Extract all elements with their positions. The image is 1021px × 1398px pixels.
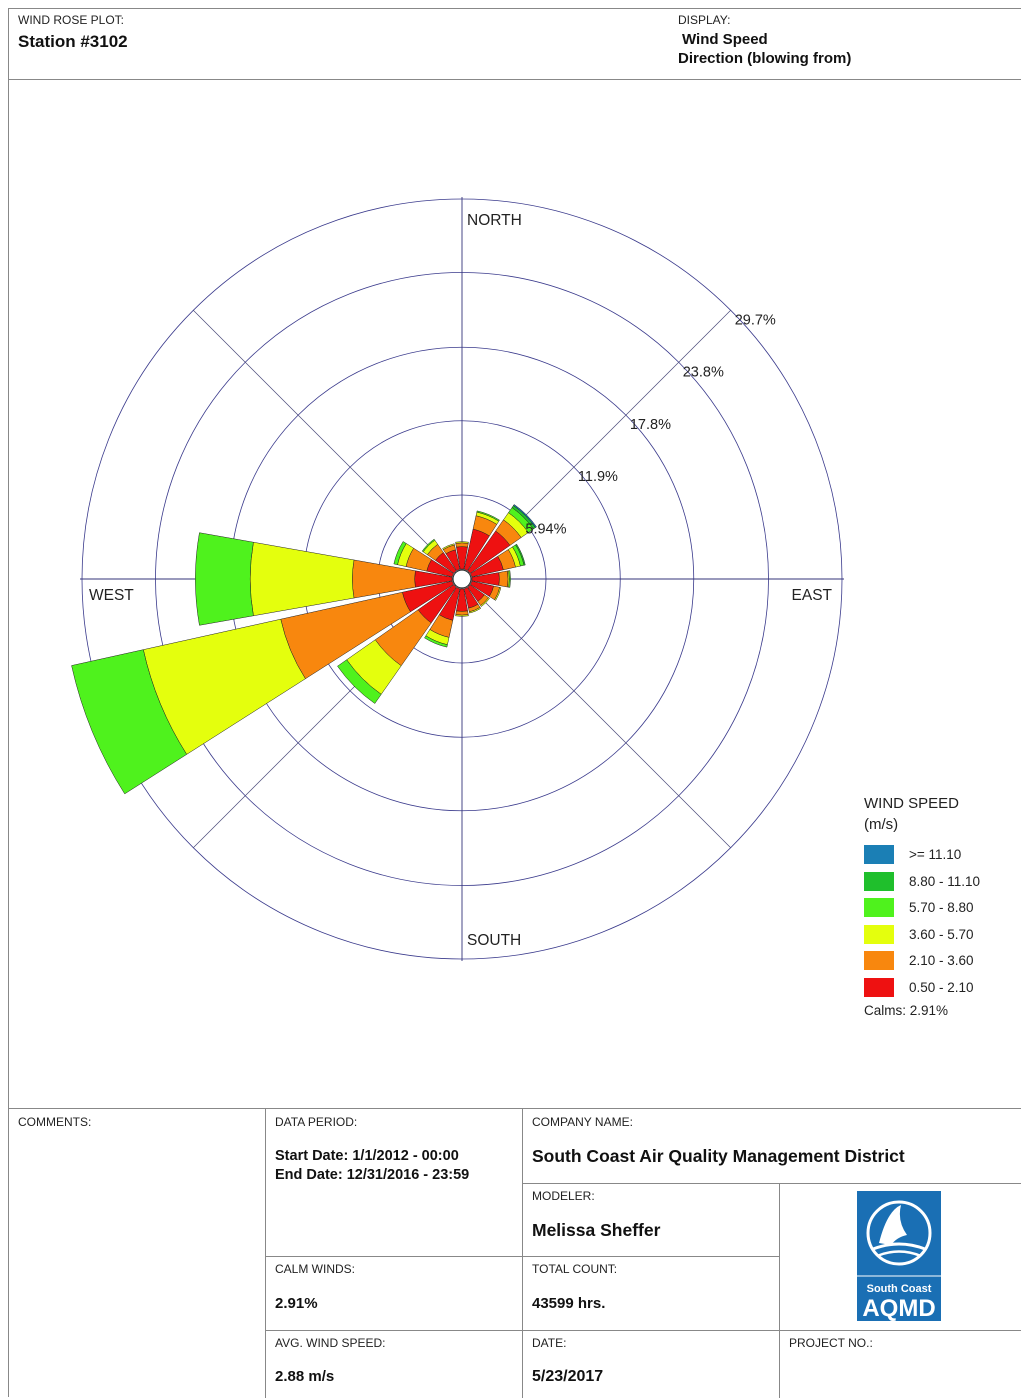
info-block: COMMENTS: DATA PERIOD: Start Date: 1/1/2… [8, 1108, 1021, 1398]
aqmd-logo: South Coast AQMD [857, 1191, 941, 1321]
logo-text-aqmd: AQMD [862, 1295, 935, 1321]
divider [265, 1109, 266, 1398]
divider [522, 1109, 523, 1398]
petal-wsw-bin-3 [71, 649, 188, 795]
ring-label: 29.7% [735, 312, 776, 328]
petal-ne-bin-5 [513, 504, 537, 528]
ring-label: 11.9% [578, 469, 618, 485]
petal-s-bin-2 [455, 614, 469, 617]
petal-nnw-bin-2 [442, 543, 455, 550]
petal-ene-bin-4 [515, 543, 526, 566]
date-value: 5/23/2017 [532, 1368, 604, 1385]
avg-wind-speed-label: AVG. WIND SPEED: [275, 1336, 386, 1350]
petal-n-bin-1 [455, 542, 469, 548]
legend-calms: Calms: 2.91% [864, 1003, 949, 1018]
legend-item: 2.10 - 3.60 [864, 951, 1014, 978]
total-count-label: TOTAL COUNT: [532, 1262, 618, 1276]
legend-item: 5.70 - 8.80 [864, 898, 1014, 925]
petal-s-bin-1 [455, 610, 469, 616]
petal-nne-bin-3 [476, 510, 500, 522]
legend-swatch [864, 871, 894, 891]
legend-title: WIND SPEED (m/s) [864, 793, 1014, 835]
divider [265, 1330, 1021, 1331]
legend-swatch [864, 951, 894, 970]
plot-label: WIND ROSE PLOT: [18, 13, 125, 27]
calm-center-circle [452, 569, 472, 589]
compass-label-north: NORTH [467, 212, 522, 229]
data-period-label: DATA PERIOD: [275, 1115, 358, 1129]
petal-n-bin-2 [455, 541, 469, 544]
compass-label-east: EAST [792, 587, 833, 604]
petal-w-bin-2 [249, 541, 355, 617]
rose-labels: 5.94% 11.9% 17.8% 23.8% 29.7% NORTH SOUTH WEST E… [89, 212, 833, 949]
total-count-value: 43599 hrs. [532, 1295, 606, 1312]
divider [265, 1256, 779, 1257]
petal-sse-bin-2 [468, 607, 482, 614]
legend-item: 3.60 - 5.70 [864, 924, 1014, 952]
petal-e-bin-1 [498, 570, 509, 588]
legend-swatch [864, 845, 894, 864]
company-label: COMPANY NAME: [532, 1115, 633, 1129]
wind-speed-legend: WIND SPEED (m/s) >= 11.10 8.80 - 11.10 5.7… [864, 793, 1014, 1018]
petal-se-bin-2 [480, 597, 490, 607]
legend-swatch [864, 977, 894, 997]
petal-wnw-bin-3 [393, 541, 407, 566]
plot-header: WIND ROSE PLOT: Station #3102 DISPLAY: W… [8, 8, 1021, 80]
display-line-2: Direction (blowing from) [678, 50, 852, 67]
avg-wind-speed-value: 2.88 m/s [275, 1368, 335, 1385]
legend-label: 5.70 - 8.80 [909, 900, 974, 915]
legend-title-line1: WIND SPEED [864, 795, 960, 812]
date-label: DATE: [532, 1336, 567, 1350]
calm-winds-value: 2.91% [275, 1295, 318, 1312]
legend-label: 8.80 - 11.10 [909, 873, 981, 889]
end-date: End Date: 12/31/2016 - 23:59 [275, 1167, 470, 1183]
petal-e-bin-3 [508, 570, 511, 588]
petal-sw-bin-3 [337, 659, 382, 704]
station-name: Station #3102 [18, 32, 128, 51]
grid-spoke [461, 578, 731, 848]
display-label: DISPLAY: [678, 13, 731, 27]
compass-label-west: WEST [89, 587, 134, 604]
petal-nw-bin-3 [421, 538, 436, 553]
comments-label: COMMENTS: [18, 1115, 92, 1129]
legend-swatch [864, 924, 894, 944]
company-name: South Coast Air Quality Management Distr… [532, 1146, 905, 1166]
legend-item: >= 11.10 [864, 845, 1014, 872]
start-date: Start Date: 1/1/2012 - 00:00 [275, 1148, 459, 1164]
legend-item: 8.80 - 11.10 [864, 871, 1014, 899]
legend-title-line2: (m/s) [864, 816, 899, 833]
ring-label: 17.8% [630, 417, 671, 433]
compass-label-south: SOUTH [467, 932, 521, 949]
legend-label: 2.10 - 3.60 [909, 953, 974, 968]
legend-item: 0.50 - 2.10 [864, 977, 1014, 1005]
ring-label: 5.94% [525, 522, 566, 538]
divider [779, 1183, 780, 1398]
legend-items: >= 11.10 8.80 - 11.10 5.70 - 8.80 3.60 - 5.… [864, 845, 1014, 1004]
divider [522, 1183, 1021, 1184]
petal-ese-bin-2 [494, 587, 502, 601]
petal-w-bin-3 [195, 532, 254, 626]
calm-winds-label: CALM WINDS: [275, 1262, 356, 1276]
project-no-label: PROJECT NO.: [789, 1336, 873, 1350]
plot-frame-border [8, 80, 9, 1109]
legend-label: 0.50 - 2.10 [909, 979, 974, 995]
modeler-name: Melissa Sheffer [532, 1220, 661, 1240]
legend-label: >= 11.10 [909, 847, 962, 862]
petal-ssw-bin-3 [424, 635, 448, 648]
legend-swatch [864, 898, 894, 917]
grid-spoke [193, 310, 463, 580]
logo-text-south-coast: South Coast [867, 1283, 932, 1295]
display-line-1: Wind Speed [682, 31, 768, 48]
ring-label: 23.8% [683, 364, 724, 380]
modeler-label: MODELER: [532, 1189, 595, 1203]
legend-label: 3.60 - 5.70 [909, 926, 974, 942]
rose-petals [71, 504, 537, 795]
